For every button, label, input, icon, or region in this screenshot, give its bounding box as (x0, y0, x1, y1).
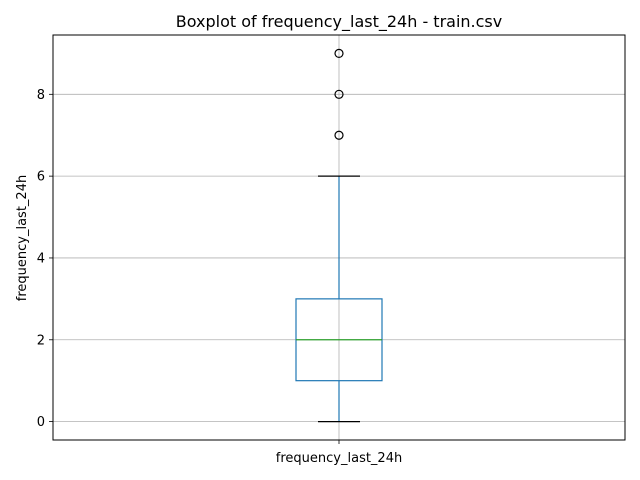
y-tick-label: 4 (37, 251, 45, 266)
y-tick-label: 8 (37, 88, 45, 103)
outlier-point (334, 130, 344, 140)
y-tick-label: 2 (37, 333, 45, 348)
plot-area (295, 48, 383, 423)
x-tick-label: frequency_last_24h (276, 451, 402, 466)
chart-title: Boxplot of frequency_last_24h - train.cs… (176, 12, 502, 32)
y-axis-label: frequency_last_24h (15, 175, 30, 301)
outlier-point (334, 89, 344, 99)
y-tick-label: 0 (37, 415, 45, 430)
x-axis: frequency_last_24h (276, 440, 402, 466)
y-axis: 0 2 4 6 8 (37, 88, 53, 430)
outlier-point (334, 48, 344, 59)
y-tick-label: 6 (37, 170, 45, 185)
